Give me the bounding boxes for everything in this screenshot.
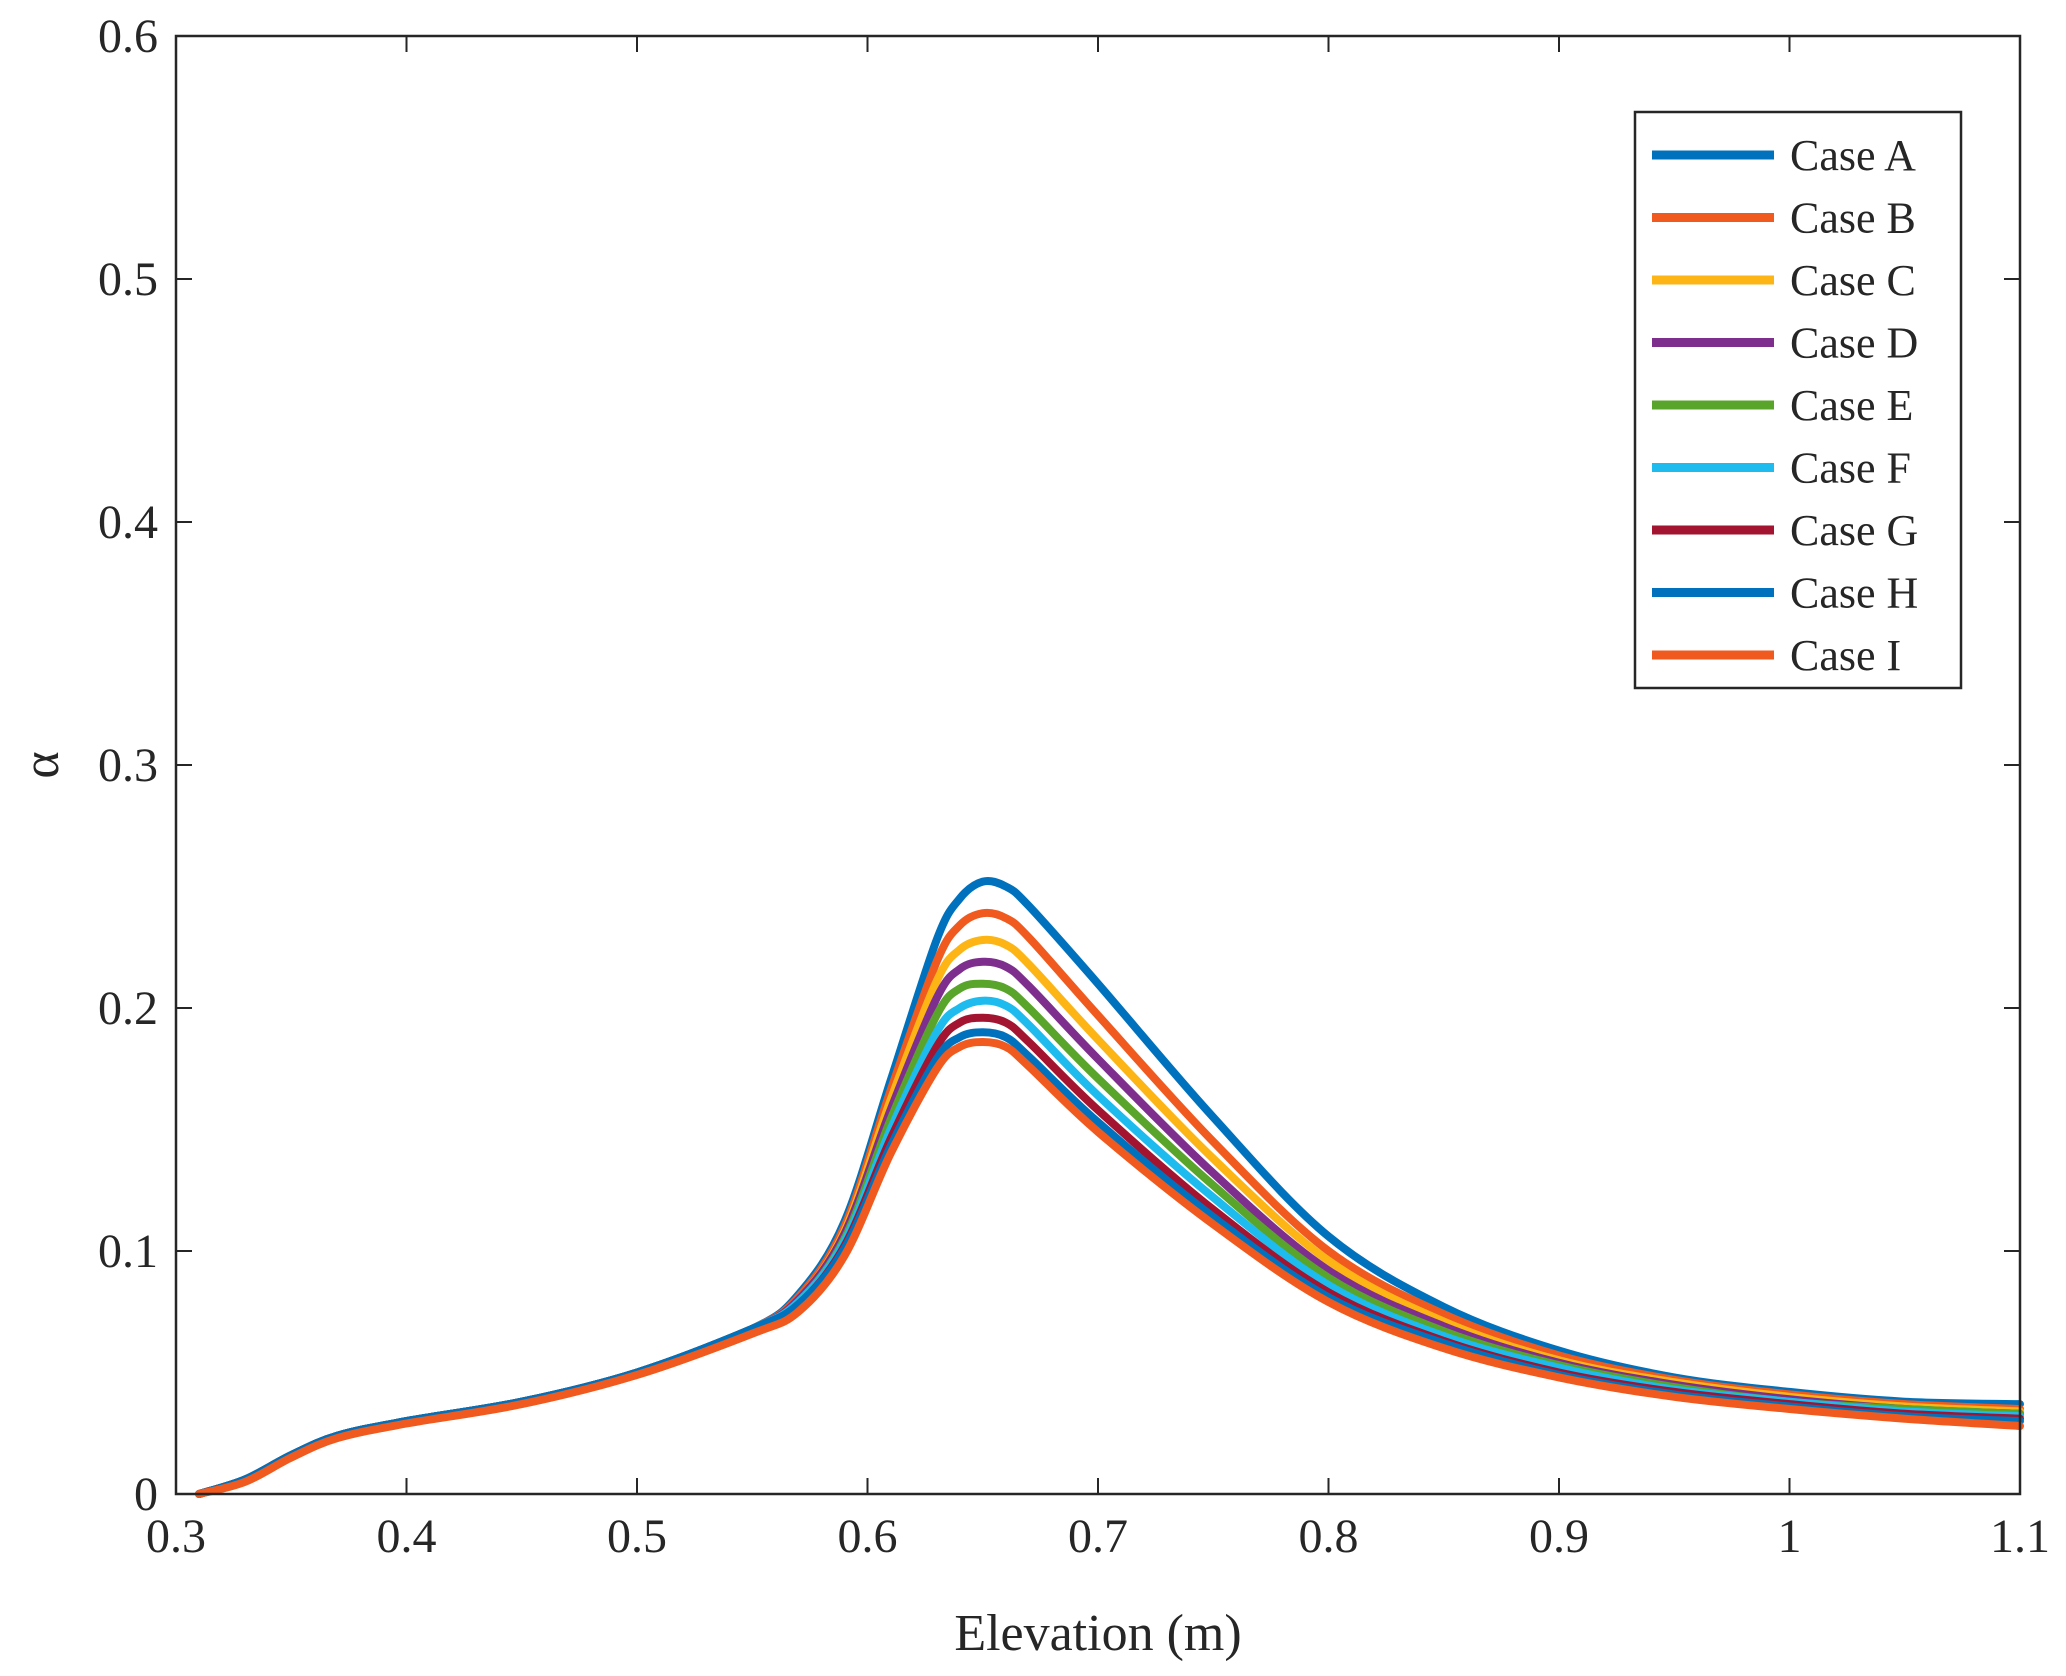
legend-label: Case D bbox=[1790, 319, 1918, 368]
y-tick-label: 0 bbox=[134, 1468, 158, 1521]
y-tick-label: 0.6 bbox=[98, 10, 158, 63]
x-tick-label: 0.3 bbox=[146, 1510, 206, 1563]
x-tick-label: 0.7 bbox=[1068, 1510, 1128, 1563]
x-tick-label: 0.4 bbox=[377, 1510, 437, 1563]
y-tick-label: 0.1 bbox=[98, 1225, 158, 1278]
legend-label: Case B bbox=[1790, 194, 1916, 243]
y-tick-label: 0.3 bbox=[98, 739, 158, 792]
x-tick-label: 0.5 bbox=[607, 1510, 667, 1563]
x-tick-label: 1.1 bbox=[1990, 1510, 2050, 1563]
x-axis-label: Elevation (m) bbox=[954, 1605, 1241, 1662]
x-tick-label: 1 bbox=[1778, 1510, 1802, 1563]
y-axis-label: α bbox=[13, 751, 70, 778]
legend-label: Case A bbox=[1790, 131, 1916, 180]
y-tick-label: 0.4 bbox=[98, 496, 158, 549]
x-axis-ticks: 0.3 0.4 0.5 0.6 0.7 0.8 0.9 1 1.1 bbox=[146, 36, 2050, 1563]
legend-label: Case F bbox=[1790, 444, 1911, 493]
y-tick-label: 0.5 bbox=[98, 253, 158, 306]
y-tick-label: 0.2 bbox=[98, 982, 158, 1035]
x-tick-label: 0.8 bbox=[1299, 1510, 1359, 1563]
x-tick-label: 0.9 bbox=[1529, 1510, 1589, 1563]
legend-label: Case G bbox=[1790, 506, 1918, 555]
y-axis-ticks: 0 0.1 0.2 0.3 0.4 0.5 0.6 bbox=[98, 10, 2020, 1521]
legend: Case A Case B Case C Case D Case E Case F Case… bbox=[1633, 110, 1963, 690]
series-lines bbox=[195, 876, 2024, 1498]
legend-label: Case C bbox=[1790, 256, 1916, 305]
legend-label: Case I bbox=[1790, 631, 1901, 680]
legend-label: Case E bbox=[1790, 381, 1913, 430]
series-line-case-i bbox=[195, 1038, 2024, 1498]
legend-label: Case H bbox=[1790, 569, 1918, 618]
x-tick-label: 0.6 bbox=[838, 1510, 898, 1563]
